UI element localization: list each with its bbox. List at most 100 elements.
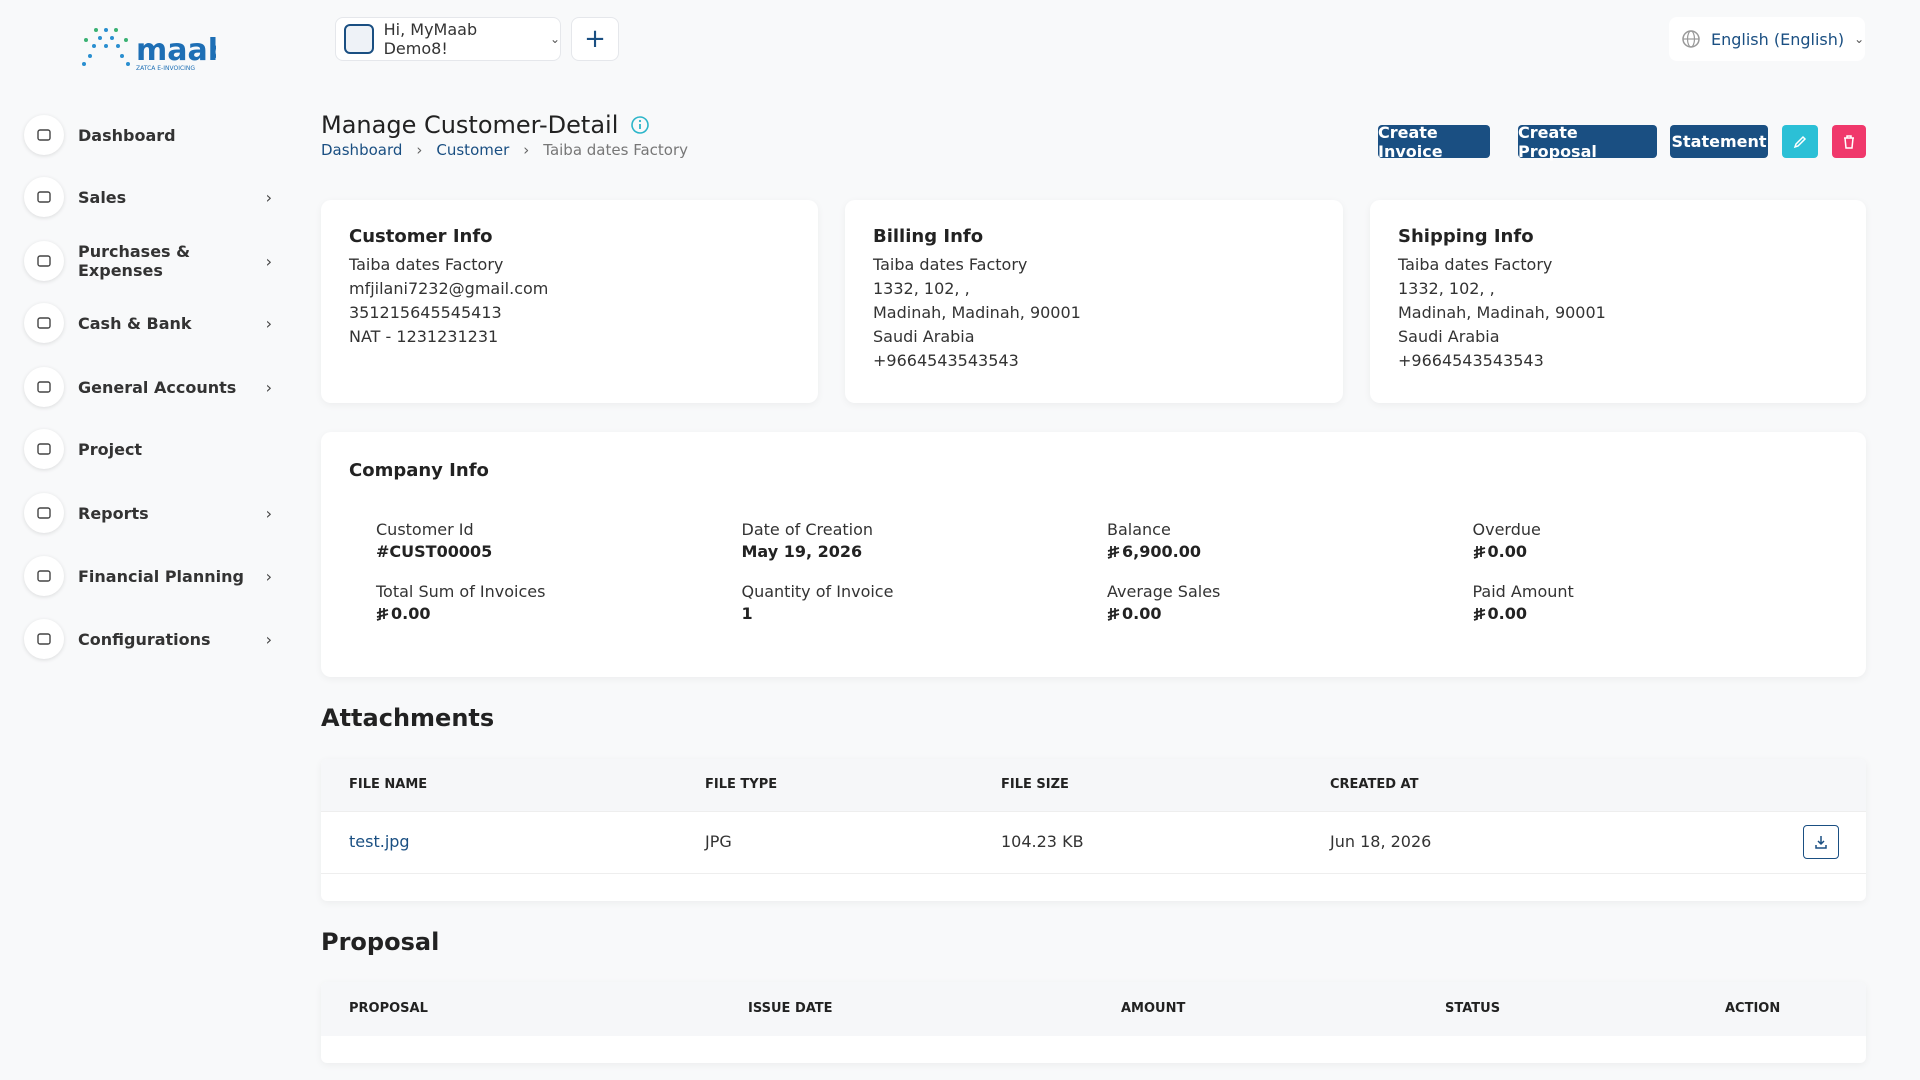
info-line: +9664543543543 bbox=[873, 351, 1019, 370]
field-label: Paid Amount bbox=[1472, 582, 1574, 601]
edit-icon bbox=[1793, 135, 1807, 148]
add-button[interactable]: + bbox=[571, 17, 619, 61]
card-title: Shipping Info bbox=[1398, 226, 1534, 247]
sidebar-item[interactable]: Project bbox=[24, 427, 272, 471]
user-menu[interactable]: Hi, MyMaab Demo8! ⌄ bbox=[335, 17, 561, 61]
riyal-symbol bbox=[1473, 546, 1485, 559]
delete-icon bbox=[1844, 134, 1854, 149]
info-line: mfjilani7232@gmail.com bbox=[349, 279, 549, 298]
edit-button[interactable] bbox=[1782, 125, 1818, 158]
table-header bbox=[321, 982, 1866, 1036]
download-button[interactable] bbox=[1803, 825, 1839, 859]
sidebar-item[interactable]: Sales › bbox=[24, 175, 272, 219]
riyal-symbol bbox=[1473, 608, 1485, 621]
page-title: Manage Customer-Detail bbox=[321, 111, 619, 139]
card-title: Customer Info bbox=[349, 226, 493, 247]
field-label: Date of Creation bbox=[741, 520, 874, 539]
sidebar-item[interactable]: Configurations › bbox=[24, 617, 272, 661]
chevron: › bbox=[265, 377, 272, 397]
dropdown-caret: ⌄ bbox=[1854, 32, 1865, 46]
field-value: 0.00 bbox=[1107, 603, 1473, 625]
riyal-symbol bbox=[1107, 546, 1120, 559]
sidebar-item[interactable]: Dashboard bbox=[24, 113, 272, 157]
sidebar-item[interactable]: Reports › bbox=[24, 491, 272, 535]
card-lines: Taiba dates Factory mfjilani7232@gmail.co… bbox=[349, 253, 790, 349]
svg-text:maab: maab bbox=[136, 33, 216, 68]
chevron: › bbox=[265, 503, 272, 523]
create-invoice-button[interactable]: Create Invoice bbox=[1378, 123, 1490, 161]
sidebar-icon bbox=[24, 367, 64, 407]
breadcrumb-link[interactable]: Dashboard bbox=[321, 141, 403, 159]
chevron: › bbox=[265, 629, 272, 649]
chevron: › bbox=[265, 313, 272, 333]
breadcrumb-link[interactable]: Customer bbox=[436, 141, 510, 159]
field-value-text: 0.00 bbox=[1122, 604, 1162, 623]
sidebar-icon bbox=[24, 303, 64, 343]
icon bbox=[37, 507, 51, 519]
sidebar-icon bbox=[24, 619, 64, 659]
column-header: STATUS bbox=[1445, 1001, 1501, 1016]
field-value: 1 bbox=[742, 603, 1108, 625]
icon bbox=[37, 381, 51, 393]
icon bbox=[37, 633, 51, 645]
info-line: Taiba dates Factory bbox=[873, 255, 1028, 274]
field: Date of Creation May 19, 2026 bbox=[742, 519, 1108, 563]
breadcrumb: Dashboard › Customer › Taiba dates Facto… bbox=[321, 141, 688, 159]
column-header: ACTION bbox=[1725, 1001, 1781, 1016]
chevron: › bbox=[265, 566, 272, 586]
field-value-text: 6,900.00 bbox=[1122, 542, 1201, 561]
column-header: AMOUNT bbox=[1121, 1001, 1186, 1016]
field-value-text: 0.00 bbox=[1487, 542, 1527, 561]
sidebar-icon bbox=[24, 429, 64, 469]
table-row bbox=[321, 812, 1866, 874]
sidebar-item[interactable]: Purchases & Expenses › bbox=[24, 239, 272, 283]
statement-button[interactable]: Statement bbox=[1670, 125, 1768, 158]
field-value-text: #CUST00005 bbox=[376, 542, 493, 561]
file-link[interactable]: test.jpg bbox=[349, 832, 410, 851]
create-proposal-button[interactable]: Create Proposal bbox=[1518, 123, 1657, 161]
section-title: Proposal bbox=[321, 928, 440, 956]
info-line: Madinah, Madinah, 90001 bbox=[873, 303, 1081, 322]
field-value: 0.00 bbox=[1473, 603, 1839, 625]
column-header: CREATED AT bbox=[1330, 777, 1419, 792]
logo: maab ZATCA E-INVOICING bbox=[82, 28, 216, 72]
sidebar-label: Sales bbox=[78, 187, 127, 207]
sidebar-item[interactable]: Cash & Bank › bbox=[24, 301, 272, 345]
sidebar-label: Purchases & Expenses bbox=[78, 242, 191, 280]
sidebar-label: Configurations bbox=[78, 629, 211, 649]
title-row: Manage Customer-Detail bbox=[321, 111, 650, 139]
info-line: 351215645545413 bbox=[349, 303, 502, 322]
cell: Jun 18, 2026 bbox=[1330, 832, 1432, 851]
sidebar-item[interactable]: General Accounts › bbox=[24, 365, 272, 409]
billing-info-card: Billing Info Taiba dates Factory 1332, 10… bbox=[845, 200, 1343, 403]
cell: JPG bbox=[705, 832, 732, 851]
dropdown-caret: ⌄ bbox=[549, 32, 560, 46]
svg-text:ZATCA E-INVOICING: ZATCA E-INVOICING bbox=[136, 65, 195, 72]
icon bbox=[37, 255, 51, 267]
field-value: May 19, 2026 bbox=[742, 541, 1108, 563]
field-value-text: 0.00 bbox=[1487, 604, 1527, 623]
sidebar-item[interactable]: Financial Planning › bbox=[24, 554, 272, 598]
riyal-symbol bbox=[376, 608, 389, 621]
column-header: ISSUE DATE bbox=[748, 1001, 833, 1016]
sidebar-label: Reports bbox=[78, 503, 149, 523]
info-line: NAT - 1231231231 bbox=[349, 327, 499, 346]
sidebar-icon bbox=[24, 241, 64, 281]
language-select[interactable]: English (English) ⌄ bbox=[1669, 17, 1865, 61]
field-value-text: May 19, 2026 bbox=[741, 542, 863, 561]
breadcrumb-current: Taiba dates Factory bbox=[543, 141, 688, 159]
card-lines: Taiba dates Factory 1332, 102, , Madinah, … bbox=[1398, 253, 1838, 373]
globe-icon bbox=[1682, 30, 1700, 48]
delete-button[interactable] bbox=[1832, 125, 1866, 158]
info-line: Saudi Arabia bbox=[1398, 327, 1500, 346]
field-value-text: 0.00 bbox=[391, 604, 431, 623]
attachments-table: FILE NAME FILE TYPE FILE SIZE CREATED AT… bbox=[321, 759, 1866, 901]
download-icon bbox=[1815, 836, 1827, 849]
info-line: 1332, 102, , bbox=[1398, 279, 1495, 298]
section-title: Attachments bbox=[321, 704, 495, 732]
info-icon[interactable] bbox=[630, 115, 650, 135]
greeting: Hi, MyMaab Demo8! bbox=[383, 20, 478, 58]
cell: 104.23 KB bbox=[1001, 832, 1084, 851]
